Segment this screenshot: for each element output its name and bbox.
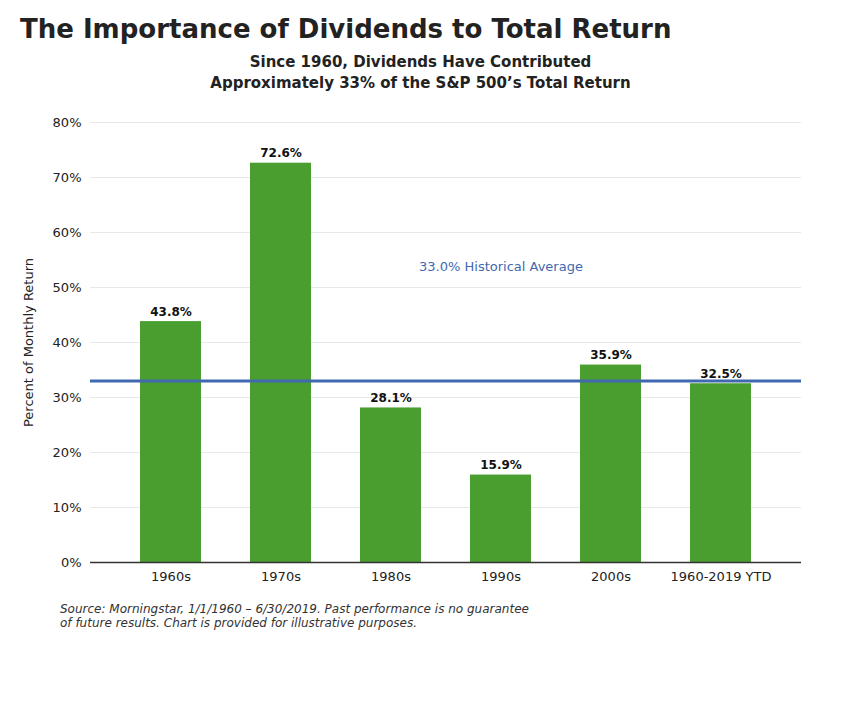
svg-text:32.5%: 32.5% <box>700 367 742 381</box>
svg-text:15.9%: 15.9% <box>480 458 522 472</box>
svg-text:1990s: 1990s <box>481 569 521 584</box>
svg-text:1960s: 1960s <box>151 569 191 584</box>
svg-text:72.6%: 72.6% <box>260 146 302 160</box>
svg-text:80%: 80% <box>53 115 82 130</box>
svg-text:43.8%: 43.8% <box>150 305 192 319</box>
svg-text:40%: 40% <box>53 335 82 350</box>
svg-text:50%: 50% <box>53 280 82 295</box>
svg-text:33.0% Historical Average: 33.0% Historical Average <box>419 259 583 274</box>
svg-text:0%: 0% <box>61 555 82 570</box>
svg-text:35.9%: 35.9% <box>590 348 632 362</box>
svg-text:30%: 30% <box>53 390 82 405</box>
svg-text:28.1%: 28.1% <box>370 391 412 405</box>
svg-text:1980s: 1980s <box>371 569 411 584</box>
svg-text:Percent of Monthly Return: Percent of Monthly Return <box>21 258 36 427</box>
svg-text:60%: 60% <box>53 225 82 240</box>
svg-text:20%: 20% <box>53 445 82 460</box>
svg-text:70%: 70% <box>53 170 82 185</box>
html-text:Since 1960, Dividends Have Con: Since 1960, Dividends Have Contributed A… <box>210 53 631 92</box>
svg-text:10%: 10% <box>53 500 82 515</box>
svg-text:1970s: 1970s <box>261 569 301 584</box>
svg-text:1960-2019 YTD: 1960-2019 YTD <box>671 569 772 584</box>
html-text:The Importance of Dividends to: The Importance of Dividends to Total Ret… <box>20 14 672 44</box>
svg-text:2000s: 2000s <box>591 569 631 584</box>
html-text:Source: Morningstar, 1/1/1960: Source: Morningstar, 1/1/1960 – 6/30/201… <box>60 602 529 630</box>
